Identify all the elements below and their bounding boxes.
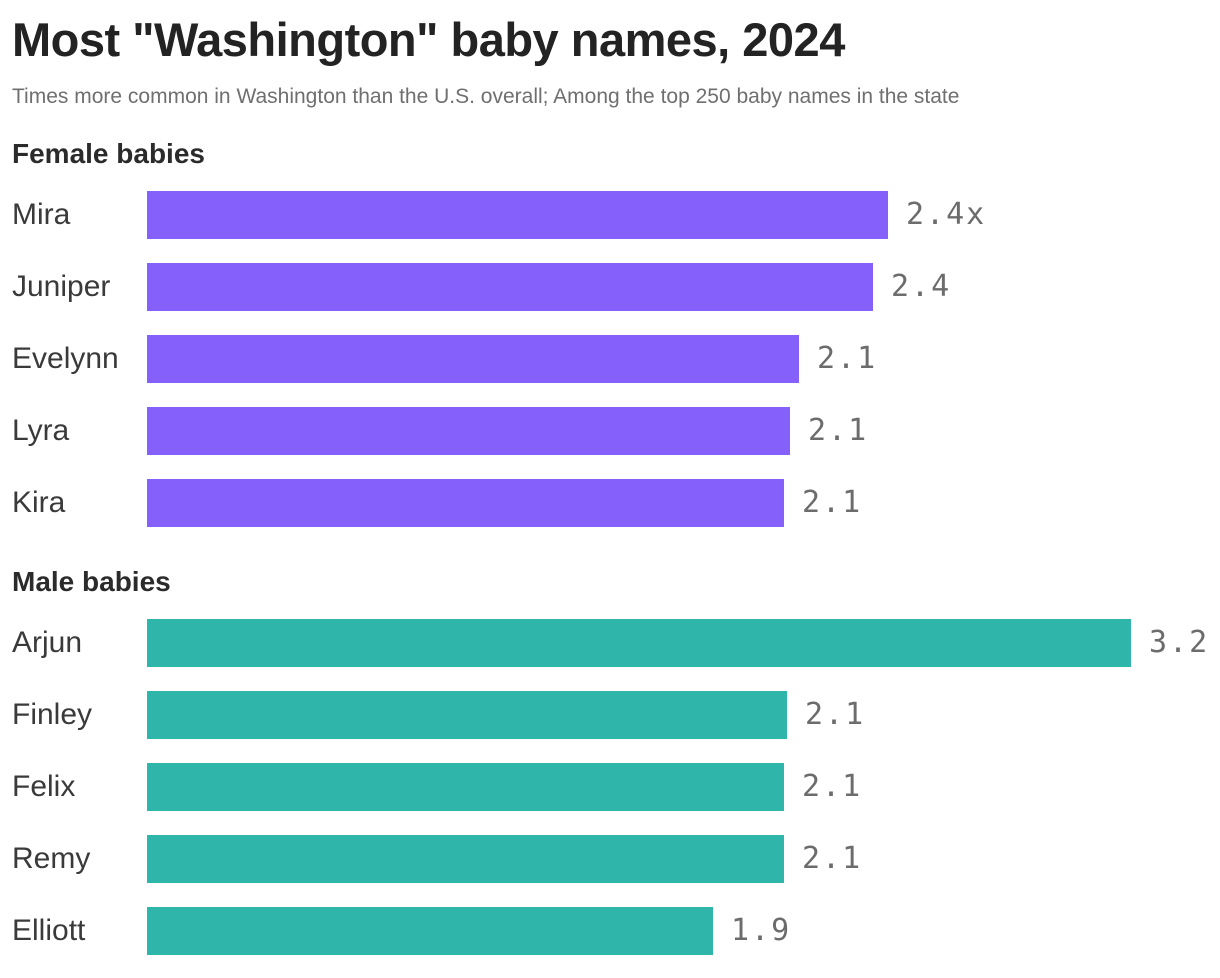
bar-chart: Female babies Mira 2.4x Juniper 2.4 Evel… — [12, 138, 1208, 967]
bar-row: Kira 2.1 — [12, 467, 1208, 539]
bar-row: Lyra 2.1 — [12, 395, 1208, 467]
bar-track: 2.1 — [147, 762, 1208, 811]
chart-section: Female babies Mira 2.4x Juniper 2.4 Evel… — [12, 138, 1208, 539]
bar-name-label: Juniper — [12, 269, 111, 303]
bar-value-label: 2.1 — [808, 413, 869, 449]
bar — [147, 334, 799, 383]
bar — [147, 190, 888, 239]
bar — [147, 618, 1131, 667]
bar — [147, 406, 790, 455]
bar-row: Evelynn 2.1 — [12, 323, 1208, 395]
bar-name-label: Lyra — [12, 413, 70, 447]
section-heading: Male babies — [12, 565, 171, 597]
bar-name-label: Elliott — [12, 913, 86, 947]
bar-row: Finley 2.1 — [12, 679, 1208, 751]
bar — [147, 478, 784, 527]
bar-track: 2.1 — [147, 334, 1208, 383]
bar-value-label: 2.1 — [805, 697, 866, 733]
section-heading: Female babies — [12, 137, 205, 169]
bar-value-label: 1.9 — [731, 913, 792, 949]
bar-track: 2.1 — [147, 406, 1208, 455]
bar-value-label: 2.1 — [802, 769, 863, 805]
bar-name-label: Mira — [12, 197, 71, 231]
bar-row: Mira 2.4x — [12, 179, 1208, 251]
bar-track: 1.9 — [147, 906, 1208, 955]
bar-track: 2.1 — [147, 478, 1208, 527]
bar-name-label: Arjun — [12, 625, 83, 659]
bar-track: 2.4 — [147, 262, 1208, 311]
bar-row: Remy 2.1 — [12, 823, 1208, 895]
chart-title: Most "Washington" baby names, 2024 — [12, 13, 845, 66]
bar-value-label: 2.1 — [817, 341, 878, 377]
bar-track: 2.1 — [147, 834, 1208, 883]
bar-track: 3.2 — [147, 618, 1210, 667]
bar — [147, 690, 787, 739]
bar-name-label: Evelynn — [12, 341, 119, 375]
section-rows: Arjun 3.2 Finley 2.1 Felix 2.1 Remy 2.1 … — [12, 607, 1208, 967]
bar-value-label: 2.1 — [802, 841, 863, 877]
bar-name-label: Finley — [12, 697, 93, 731]
bar-row: Elliott 1.9 — [12, 895, 1208, 967]
bar-value-label: 2.1 — [802, 485, 863, 521]
bar — [147, 906, 713, 955]
bar-name-label: Remy — [12, 841, 91, 875]
bar-value-label: 2.4 — [891, 269, 952, 305]
bar-name-label: Kira — [12, 485, 66, 519]
bar-row: Juniper 2.4 — [12, 251, 1208, 323]
chart-section: Male babies Arjun 3.2 Finley 2.1 Felix 2… — [12, 566, 1208, 967]
bar-track: 2.1 — [147, 690, 1208, 739]
bar-value-label: 2.4x — [906, 197, 987, 233]
section-rows: Mira 2.4x Juniper 2.4 Evelynn 2.1 Lyra 2… — [12, 179, 1208, 539]
chart-subtitle: Times more common in Washington than the… — [12, 85, 960, 109]
bar-row: Arjun 3.2 — [12, 607, 1208, 679]
bar-value-label: 3.2 — [1149, 625, 1210, 661]
bar — [147, 762, 784, 811]
bar — [147, 834, 784, 883]
bar-row: Felix 2.1 — [12, 751, 1208, 823]
bar — [147, 262, 873, 311]
bar-name-label: Felix — [12, 769, 76, 803]
bar-track: 2.4x — [147, 190, 1208, 239]
